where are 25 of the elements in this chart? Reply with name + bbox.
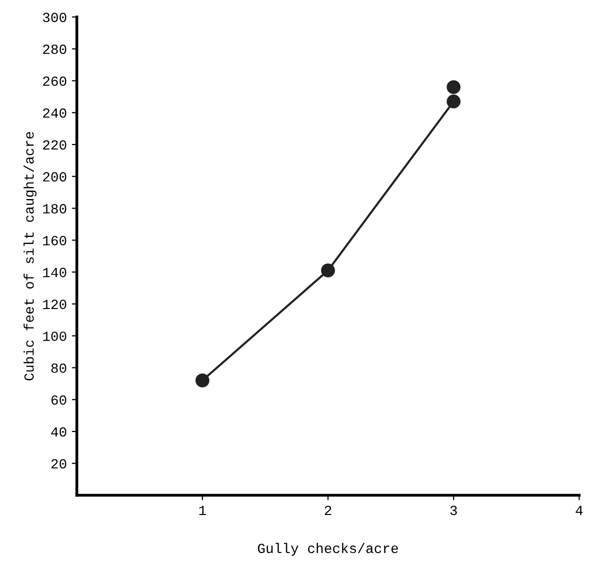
x-tick-label: 2 — [324, 506, 332, 516]
y-axis-title: Cubic feet of silt caught/acre — [24, 132, 37, 380]
x-axis-title: Gully checks/acre — [258, 542, 398, 556]
point — [321, 264, 335, 278]
point — [446, 80, 460, 94]
y-tick-label: 80 — [51, 363, 66, 373]
y-tick-label: 200 — [43, 172, 66, 182]
x-tick-label: 4 — [576, 506, 583, 516]
y-tick-label: 20 — [51, 459, 66, 469]
y-tick-label: 180 — [43, 204, 66, 214]
y-tick-label: 300 — [42, 12, 66, 22]
y-tick-label: 100 — [43, 332, 66, 341]
y-tick-label: 40 — [51, 427, 66, 437]
y-tick-label: 260 — [43, 76, 66, 86]
y-tick-label: 280 — [43, 44, 66, 54]
y-tick-label: 240 — [43, 108, 66, 118]
x-tick-label: 3 — [450, 506, 457, 516]
point — [195, 374, 210, 388]
point — [446, 94, 461, 108]
y-tick-label: 120 — [43, 300, 66, 310]
x-tick-label: 1 — [199, 506, 206, 516]
y-tick-label: 60 — [51, 395, 66, 405]
y-tick-label: 160 — [43, 236, 66, 246]
y-tick-label: 220 — [43, 140, 66, 150]
y-tick-label: 140 — [43, 268, 66, 278]
